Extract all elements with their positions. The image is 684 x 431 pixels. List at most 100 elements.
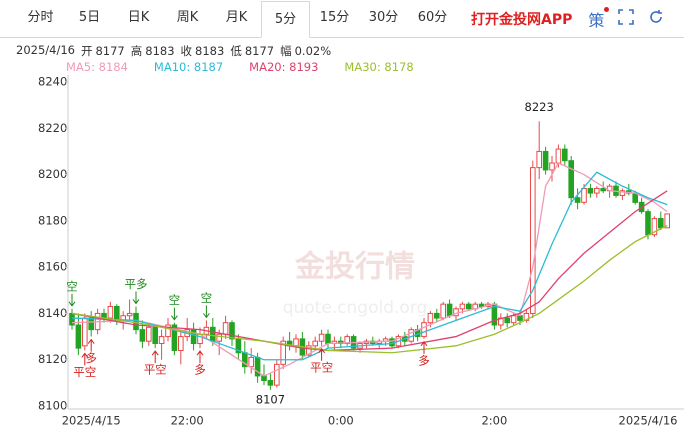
signal-arrowhead — [318, 347, 325, 354]
signal-label: 平空 — [73, 365, 96, 379]
candle-body — [549, 162, 555, 171]
legend-value: 8187 — [193, 60, 224, 74]
candle-body — [536, 150, 543, 169]
candle-body — [312, 340, 318, 347]
fullscreen-icon[interactable] — [618, 8, 635, 29]
legend-value: 8193 — [289, 60, 319, 74]
refresh-icon[interactable] — [648, 9, 664, 29]
candle-body — [165, 324, 171, 338]
ma-legend: MA58184 MA108187 MA208193 MA308178 — [66, 60, 414, 74]
quote-field: 收 8183 — [181, 43, 225, 59]
candle-body — [523, 312, 530, 321]
candle-body — [171, 324, 178, 351]
candle-body — [555, 148, 562, 164]
legend-name: MA30 — [344, 60, 384, 74]
candle-body — [478, 303, 485, 307]
ma-line — [71, 162, 668, 377]
legend-name: MA10 — [154, 60, 194, 74]
signal-arrowhead — [151, 350, 159, 356]
candle-body — [126, 312, 133, 317]
app-link[interactable]: 打开金投网APP — [471, 11, 573, 28]
candle-body — [216, 333, 222, 342]
legend-item: MA58184 — [66, 60, 128, 74]
legend-name: MA5 — [66, 60, 99, 74]
candle-body — [658, 218, 664, 229]
candle-body — [152, 326, 158, 345]
tab[interactable]: 分时 — [27, 10, 54, 25]
tab[interactable]: 15分 — [319, 10, 350, 25]
tab[interactable]: 周K — [176, 10, 199, 25]
candle-body — [222, 322, 229, 335]
candle-body — [459, 303, 466, 310]
x-tick-label: 0:00 — [328, 414, 354, 428]
min-label: 8107 — [256, 392, 285, 406]
x-tick-label: 22:00 — [171, 414, 204, 428]
quote-field: 高 8183 — [131, 43, 175, 59]
signal-arrowhead — [420, 341, 428, 347]
tab[interactable]: 60分 — [417, 10, 448, 25]
tab[interactable]: 30分 — [368, 10, 399, 25]
signal-arrowhead — [68, 301, 76, 307]
strategy-button[interactable]: 策 — [588, 6, 610, 31]
candle-body — [446, 303, 453, 317]
candle-body — [107, 305, 114, 319]
signal-label: 多 — [194, 363, 206, 377]
quote-value: 8177 — [244, 44, 275, 58]
candle-body — [133, 312, 139, 331]
candle-body — [568, 160, 575, 199]
signal-label: 空 — [169, 293, 181, 307]
candle-body — [619, 190, 626, 196]
y-tick-label: 8180 — [38, 213, 67, 227]
candle-body — [229, 322, 235, 340]
candle-body — [504, 317, 510, 324]
watermark: 金投行情 — [294, 250, 415, 285]
quote-label: 高 — [130, 44, 143, 58]
candle-body — [510, 315, 517, 324]
ma-line — [71, 171, 668, 361]
quote-date: 2025/4/16 — [16, 43, 75, 57]
candle-body — [178, 336, 184, 351]
y-tick-label: 8100 — [38, 399, 67, 413]
candle-body — [267, 380, 274, 386]
signal-arrowhead — [171, 315, 178, 321]
candle-body — [248, 356, 254, 368]
tab[interactable]: 5分 — [261, 1, 310, 38]
signal-label: 空 — [66, 279, 78, 293]
candle-body — [427, 312, 434, 324]
candle-body — [600, 187, 607, 192]
candle-body — [542, 150, 549, 171]
tab[interactable]: 月K — [225, 10, 248, 25]
quote-label: 幅 — [280, 44, 292, 58]
signal-arrowhead — [132, 299, 140, 305]
x-tick-label: 2025/4/15 — [62, 414, 121, 428]
legend-value: 8178 — [384, 60, 414, 74]
tab-bar: 分时 5日 日K 周K 月K 5分 15分 30分 60分 打开金投网APP 策 — [0, 0, 684, 38]
candle-body — [344, 336, 350, 345]
candle-body — [421, 322, 427, 338]
candle-body — [318, 333, 325, 342]
x-tick-label: 2025/4/16 — [619, 414, 678, 428]
y-tick-label: 8120 — [38, 352, 67, 366]
tab[interactable]: 5日 — [78, 10, 101, 25]
y-tick-label: 8240 — [38, 75, 67, 89]
signal-label: 空 — [201, 291, 213, 305]
watermark-url: quote.cngold.org — [283, 298, 428, 318]
tab[interactable]: 日K — [127, 10, 150, 25]
legend-name: MA20 — [249, 60, 289, 74]
signal-label: 平空 — [310, 360, 333, 374]
quote-label: 收 — [180, 44, 193, 58]
quote-value: 0.02% — [294, 44, 332, 58]
candle-body — [280, 340, 286, 365]
signal-arrowhead — [196, 350, 204, 356]
candle-body — [139, 329, 146, 342]
candle-body — [587, 187, 594, 194]
signal-arrowhead — [87, 338, 95, 344]
signal-arrowhead — [203, 313, 210, 319]
candle-body — [440, 303, 446, 319]
quote-label: 开 — [80, 44, 93, 58]
quote-value: 8177 — [95, 44, 125, 58]
signal-label: 多 — [418, 353, 430, 367]
legend-item: MA308178 — [344, 60, 413, 74]
